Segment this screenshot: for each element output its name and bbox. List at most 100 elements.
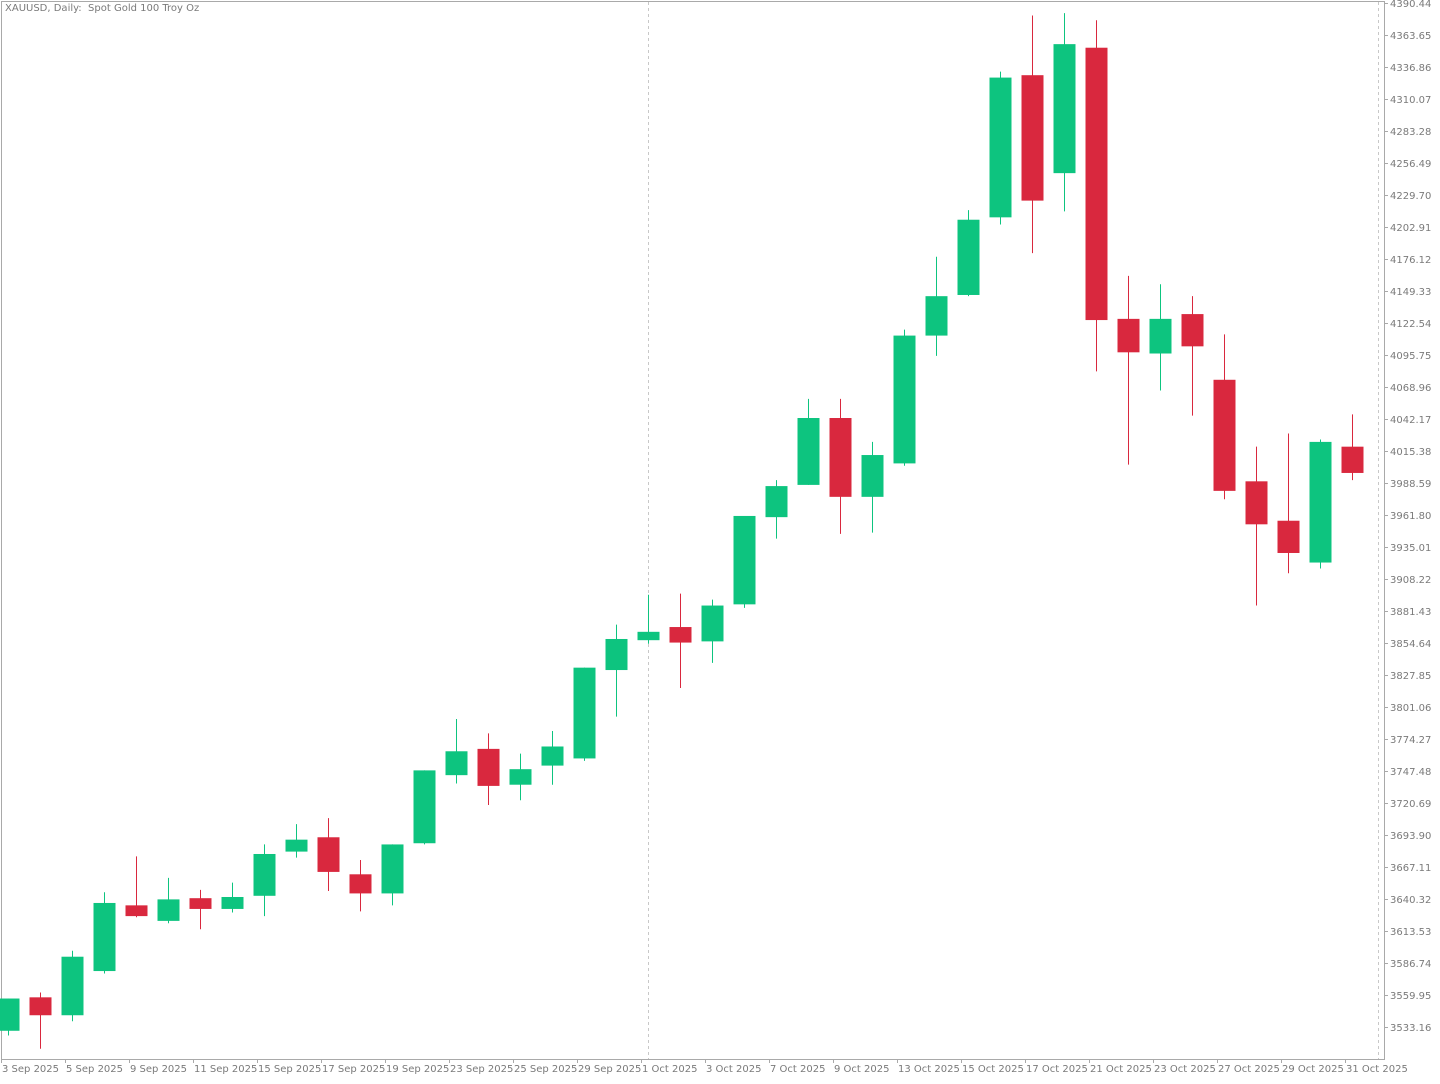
candle-bearish[interactable]: [829, 398, 852, 534]
candle-bearish[interactable]: [1021, 15, 1044, 254]
y-tick-label: 3988.59: [1390, 479, 1431, 490]
candle-bullish[interactable]: [637, 594, 660, 644]
candle-body: [157, 899, 180, 921]
candle-body: [893, 335, 916, 464]
candle-bullish[interactable]: [605, 624, 628, 717]
candle-body: [637, 631, 660, 641]
x-tick-label: 25 Sep 2025: [514, 1064, 577, 1075]
y-tick-label: 4310.07: [1390, 95, 1431, 106]
candle-bearish[interactable]: [1341, 414, 1364, 481]
candle-body: [445, 751, 468, 776]
candle-bearish[interactable]: [349, 859, 372, 912]
candle-body: [1117, 318, 1140, 353]
candle-bullish[interactable]: [285, 824, 308, 858]
candle-body: [1053, 44, 1076, 174]
candle-bullish[interactable]: [61, 950, 84, 1022]
candle-bullish[interactable]: [893, 329, 916, 466]
candle-bullish[interactable]: [957, 210, 980, 297]
candle-bullish[interactable]: [573, 667, 596, 761]
candle-body: [381, 844, 404, 894]
x-tick-label: 31 Oct 2025: [1346, 1064, 1408, 1075]
x-tick-label: 15 Oct 2025: [962, 1064, 1024, 1075]
candle-bullish[interactable]: [1149, 284, 1172, 391]
x-tick-label: 27 Oct 2025: [1218, 1064, 1280, 1075]
candle-bullish[interactable]: [381, 844, 404, 906]
y-tick-label: 3586.74: [1390, 959, 1431, 970]
candle-bullish[interactable]: [0, 998, 20, 1036]
candle-bearish[interactable]: [1277, 433, 1300, 574]
candle-body: [253, 853, 276, 896]
candle-body: [797, 418, 820, 485]
y-tick-label: 3533.16: [1390, 1023, 1431, 1034]
candle-body: [829, 418, 852, 497]
candle-bullish[interactable]: [445, 719, 468, 784]
y-tick-label: 3774.27: [1390, 735, 1431, 746]
candle-body: [1245, 481, 1268, 525]
candle-bullish[interactable]: [989, 71, 1012, 225]
candle-body: [1181, 314, 1204, 347]
candle-bullish[interactable]: [509, 753, 532, 801]
candle-body: [1341, 446, 1364, 473]
candle-bearish[interactable]: [1181, 296, 1204, 416]
candle-bullish[interactable]: [733, 515, 756, 608]
candle-bullish[interactable]: [1053, 13, 1076, 212]
candle-bullish[interactable]: [541, 730, 564, 785]
candle-bullish[interactable]: [797, 398, 820, 485]
candle-bullish[interactable]: [93, 892, 116, 974]
candle-body: [733, 515, 756, 605]
candle-bearish[interactable]: [1117, 275, 1140, 465]
y-tick-label: 3908.22: [1390, 575, 1431, 586]
candle-bearish[interactable]: [29, 992, 52, 1049]
x-tick-label: 19 Sep 2025: [386, 1064, 449, 1075]
candle-body: [413, 770, 436, 844]
candle-body: [349, 874, 372, 894]
y-tick-label: 3613.53: [1390, 927, 1431, 938]
candle-bearish[interactable]: [1245, 446, 1268, 606]
y-tick-label: 3720.69: [1390, 799, 1431, 810]
y-tick-label: 4283.28: [1390, 127, 1431, 138]
candle-bearish[interactable]: [125, 856, 148, 918]
candle-body: [1085, 47, 1108, 321]
y-tick-label: 4149.33: [1390, 287, 1431, 298]
y-tick-label: 3640.32: [1390, 895, 1431, 906]
x-tick-label: 23 Oct 2025: [1154, 1064, 1216, 1075]
candle-body: [189, 898, 212, 909]
candle-bearish[interactable]: [317, 818, 340, 892]
x-tick-label: 21 Oct 2025: [1090, 1064, 1152, 1075]
y-tick-label: 3801.06: [1390, 703, 1431, 714]
candle-bearish[interactable]: [189, 889, 212, 930]
y-tick-label: 4015.38: [1390, 447, 1431, 458]
candle-bearish[interactable]: [669, 593, 692, 688]
candle-bullish[interactable]: [765, 480, 788, 539]
y-tick-label: 3827.85: [1390, 671, 1431, 682]
candle-bullish[interactable]: [1309, 439, 1332, 569]
x-tick-label: 3 Sep 2025: [2, 1064, 59, 1075]
plot-frame: [1, 1, 1385, 1060]
candle-bearish[interactable]: [1085, 20, 1108, 372]
candle-body: [1309, 441, 1332, 563]
candle-bullish[interactable]: [157, 877, 180, 924]
candle-bullish[interactable]: [701, 599, 724, 663]
candle-bullish[interactable]: [413, 770, 436, 845]
candle-body: [125, 905, 148, 917]
candle-body: [765, 486, 788, 518]
candle-bullish[interactable]: [221, 882, 244, 913]
x-tick-label: 5 Sep 2025: [66, 1064, 123, 1075]
x-tick-label: 17 Sep 2025: [322, 1064, 385, 1075]
candle-bullish[interactable]: [925, 256, 948, 356]
x-tick-label: 9 Sep 2025: [130, 1064, 187, 1075]
y-tick-label: 4042.17: [1390, 415, 1431, 426]
y-tick-label: 3881.43: [1390, 607, 1431, 618]
candle-bearish[interactable]: [1213, 334, 1236, 500]
candle-body: [989, 77, 1012, 218]
y-tick-label: 3747.48: [1390, 767, 1431, 778]
candle-bullish[interactable]: [253, 844, 276, 917]
candle-bullish[interactable]: [861, 441, 884, 533]
x-tick-label: 9 Oct 2025: [834, 1064, 889, 1075]
y-tick-label: 4363.65: [1390, 31, 1431, 42]
candle-body: [541, 746, 564, 766]
candle-body: [93, 902, 116, 972]
candle-bearish[interactable]: [477, 733, 500, 806]
